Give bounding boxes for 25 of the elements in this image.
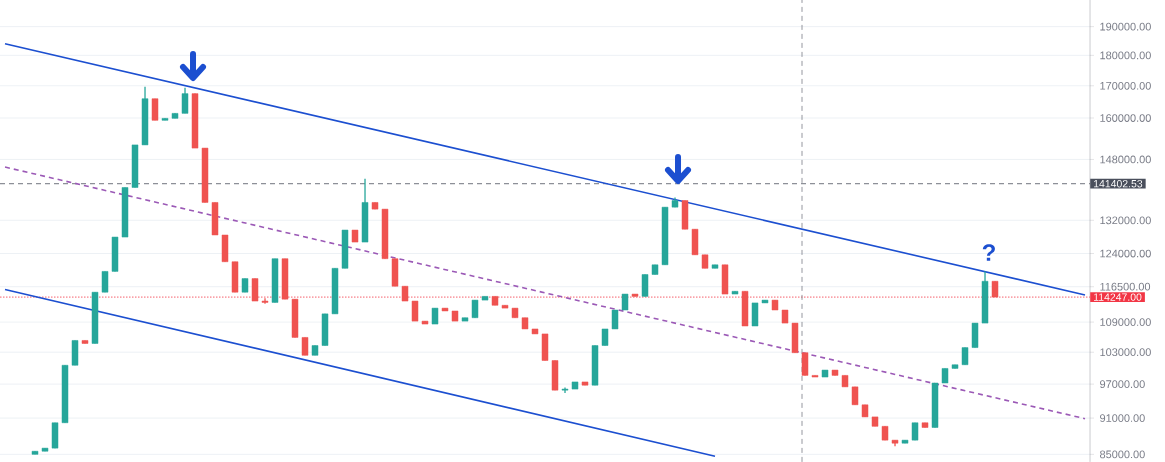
y-tick-label: 180000.00: [1100, 51, 1151, 60]
y-tick-label: 103000.00: [1100, 348, 1151, 357]
y-tick-label: 170000.00: [1100, 81, 1151, 90]
candlestick: [801, 352, 809, 377]
y-tick-label: 132000.00: [1100, 216, 1151, 225]
y-tick-label: 148000.00: [1100, 155, 1151, 164]
ref-line-label: 141402.53: [1094, 180, 1143, 188]
candlestick: [751, 302, 759, 327]
y-tick-label: 85000.00: [1100, 450, 1145, 459]
ref-line-label: 114247.00: [1094, 293, 1142, 301]
y-tick-label: 124000.00: [1100, 249, 1151, 258]
candlestick: [251, 277, 259, 302]
candlestick: [181, 86, 189, 115]
candlestick: [611, 309, 619, 330]
candlestick: [101, 270, 109, 293]
candlestick: [641, 273, 649, 298]
y-tick-label: 116500.00: [1100, 282, 1151, 291]
y-tick-label: 91000.00: [1100, 414, 1145, 422]
y-tick-label: 190000.00: [1100, 22, 1151, 31]
annotation: ?: [982, 244, 995, 261]
candlestick: [411, 300, 419, 322]
y-tick-label: 109000.00: [1100, 318, 1151, 326]
candlestick: [151, 98, 159, 121]
y-tick-label: 160000.00: [1100, 114, 1151, 122]
y-tick-label: 97000.00: [1100, 380, 1145, 388]
